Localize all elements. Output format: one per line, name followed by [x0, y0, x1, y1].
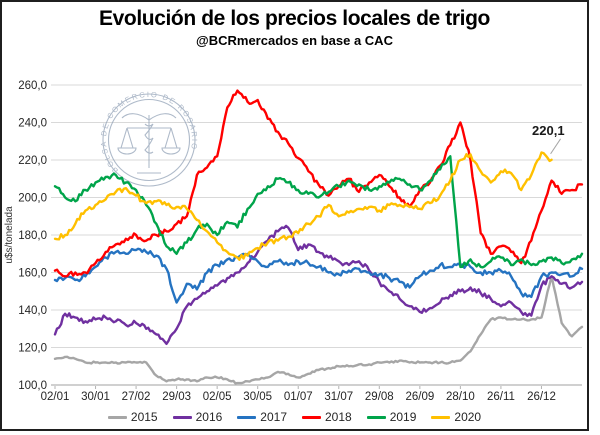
legend-label: 2018: [325, 410, 352, 424]
legend-label: 2019: [389, 410, 417, 424]
y-tick-label: 120,0: [18, 343, 47, 355]
legend-swatch-2019: [366, 415, 386, 419]
x-tick-label: 26/11: [487, 391, 515, 403]
legend-item-2016: 2016: [172, 410, 223, 424]
legend-item-2015: 2015: [107, 410, 158, 424]
y-tick-label: 240,0: [18, 118, 47, 130]
legend-swatch-2017: [237, 415, 257, 419]
scales-caduceus-icon: [117, 113, 181, 174]
x-tick-label: 29/08: [365, 391, 394, 403]
chart-frame: [0, 0, 589, 431]
legend-label: 2020: [454, 410, 482, 424]
y-axis-title: u$s/tonelada: [4, 206, 15, 264]
x-tick-label: 28/10: [446, 391, 475, 403]
y-tick-label: 100,0: [18, 380, 47, 392]
x-tick-label: 02/01: [41, 391, 70, 403]
series-line-2015: [53, 275, 584, 385]
x-tick-label: 26/12: [527, 391, 556, 403]
series-line-2017: [53, 247, 584, 304]
chart-title: Evolución de los precios locales de trig…: [99, 7, 490, 30]
legend-swatch-2016: [172, 415, 192, 419]
x-tick-label: 01/07: [284, 391, 313, 403]
x-tick-label: 02/05: [203, 391, 232, 403]
legend-label: 2017: [260, 410, 287, 424]
x-tick-label: 27/02: [122, 391, 151, 403]
x-tick-label: 31/07: [324, 391, 353, 403]
x-axis: 02/01 30/01 27/02 29/03 02/05 30/05 01/07 31/07…: [41, 386, 556, 403]
legend-item-2017: 2017: [237, 410, 287, 424]
x-tick-label: 30/05: [243, 391, 272, 403]
legend-label: 2015: [130, 410, 158, 424]
series-line-2018: [53, 89, 584, 278]
last-value-annotation: 220,1: [532, 123, 565, 138]
legend-label: 2016: [195, 410, 223, 424]
y-tick-label: 160,0: [18, 268, 47, 280]
bcr-watermark: BOLSA DE COMERCIO DE ROSARIO: [99, 90, 197, 187]
x-tick-label: 30/01: [81, 391, 110, 403]
legend-swatch-2018: [302, 415, 321, 419]
x-tick-label: 26/09: [405, 391, 434, 403]
y-tick-label: 220,0: [18, 155, 47, 167]
legend-item-2019: 2019: [366, 410, 417, 424]
y-tick-label: 140,0: [18, 305, 47, 317]
chart-subtitle: @BCRmercados en base a CAC: [196, 33, 393, 48]
y-tick-label: 180,0: [18, 230, 47, 242]
legend-item-2020: 2020: [431, 410, 481, 424]
series-line-2019: [53, 155, 584, 269]
legend-swatch-2020: [431, 415, 451, 419]
series-line-2016: [53, 224, 584, 345]
y-tick-label: 200,0: [18, 193, 47, 205]
annotation-leader-line: [550, 138, 562, 155]
legend: 2015 2016 2017 2018 2019 2020: [0, 407, 589, 427]
legend-item-2018: 2018: [302, 410, 352, 424]
x-tick-label: 29/03: [162, 391, 191, 403]
legend-swatch-2015: [107, 415, 127, 419]
series-line-2020: [53, 151, 553, 261]
y-tick-label: 260,0: [18, 80, 47, 92]
